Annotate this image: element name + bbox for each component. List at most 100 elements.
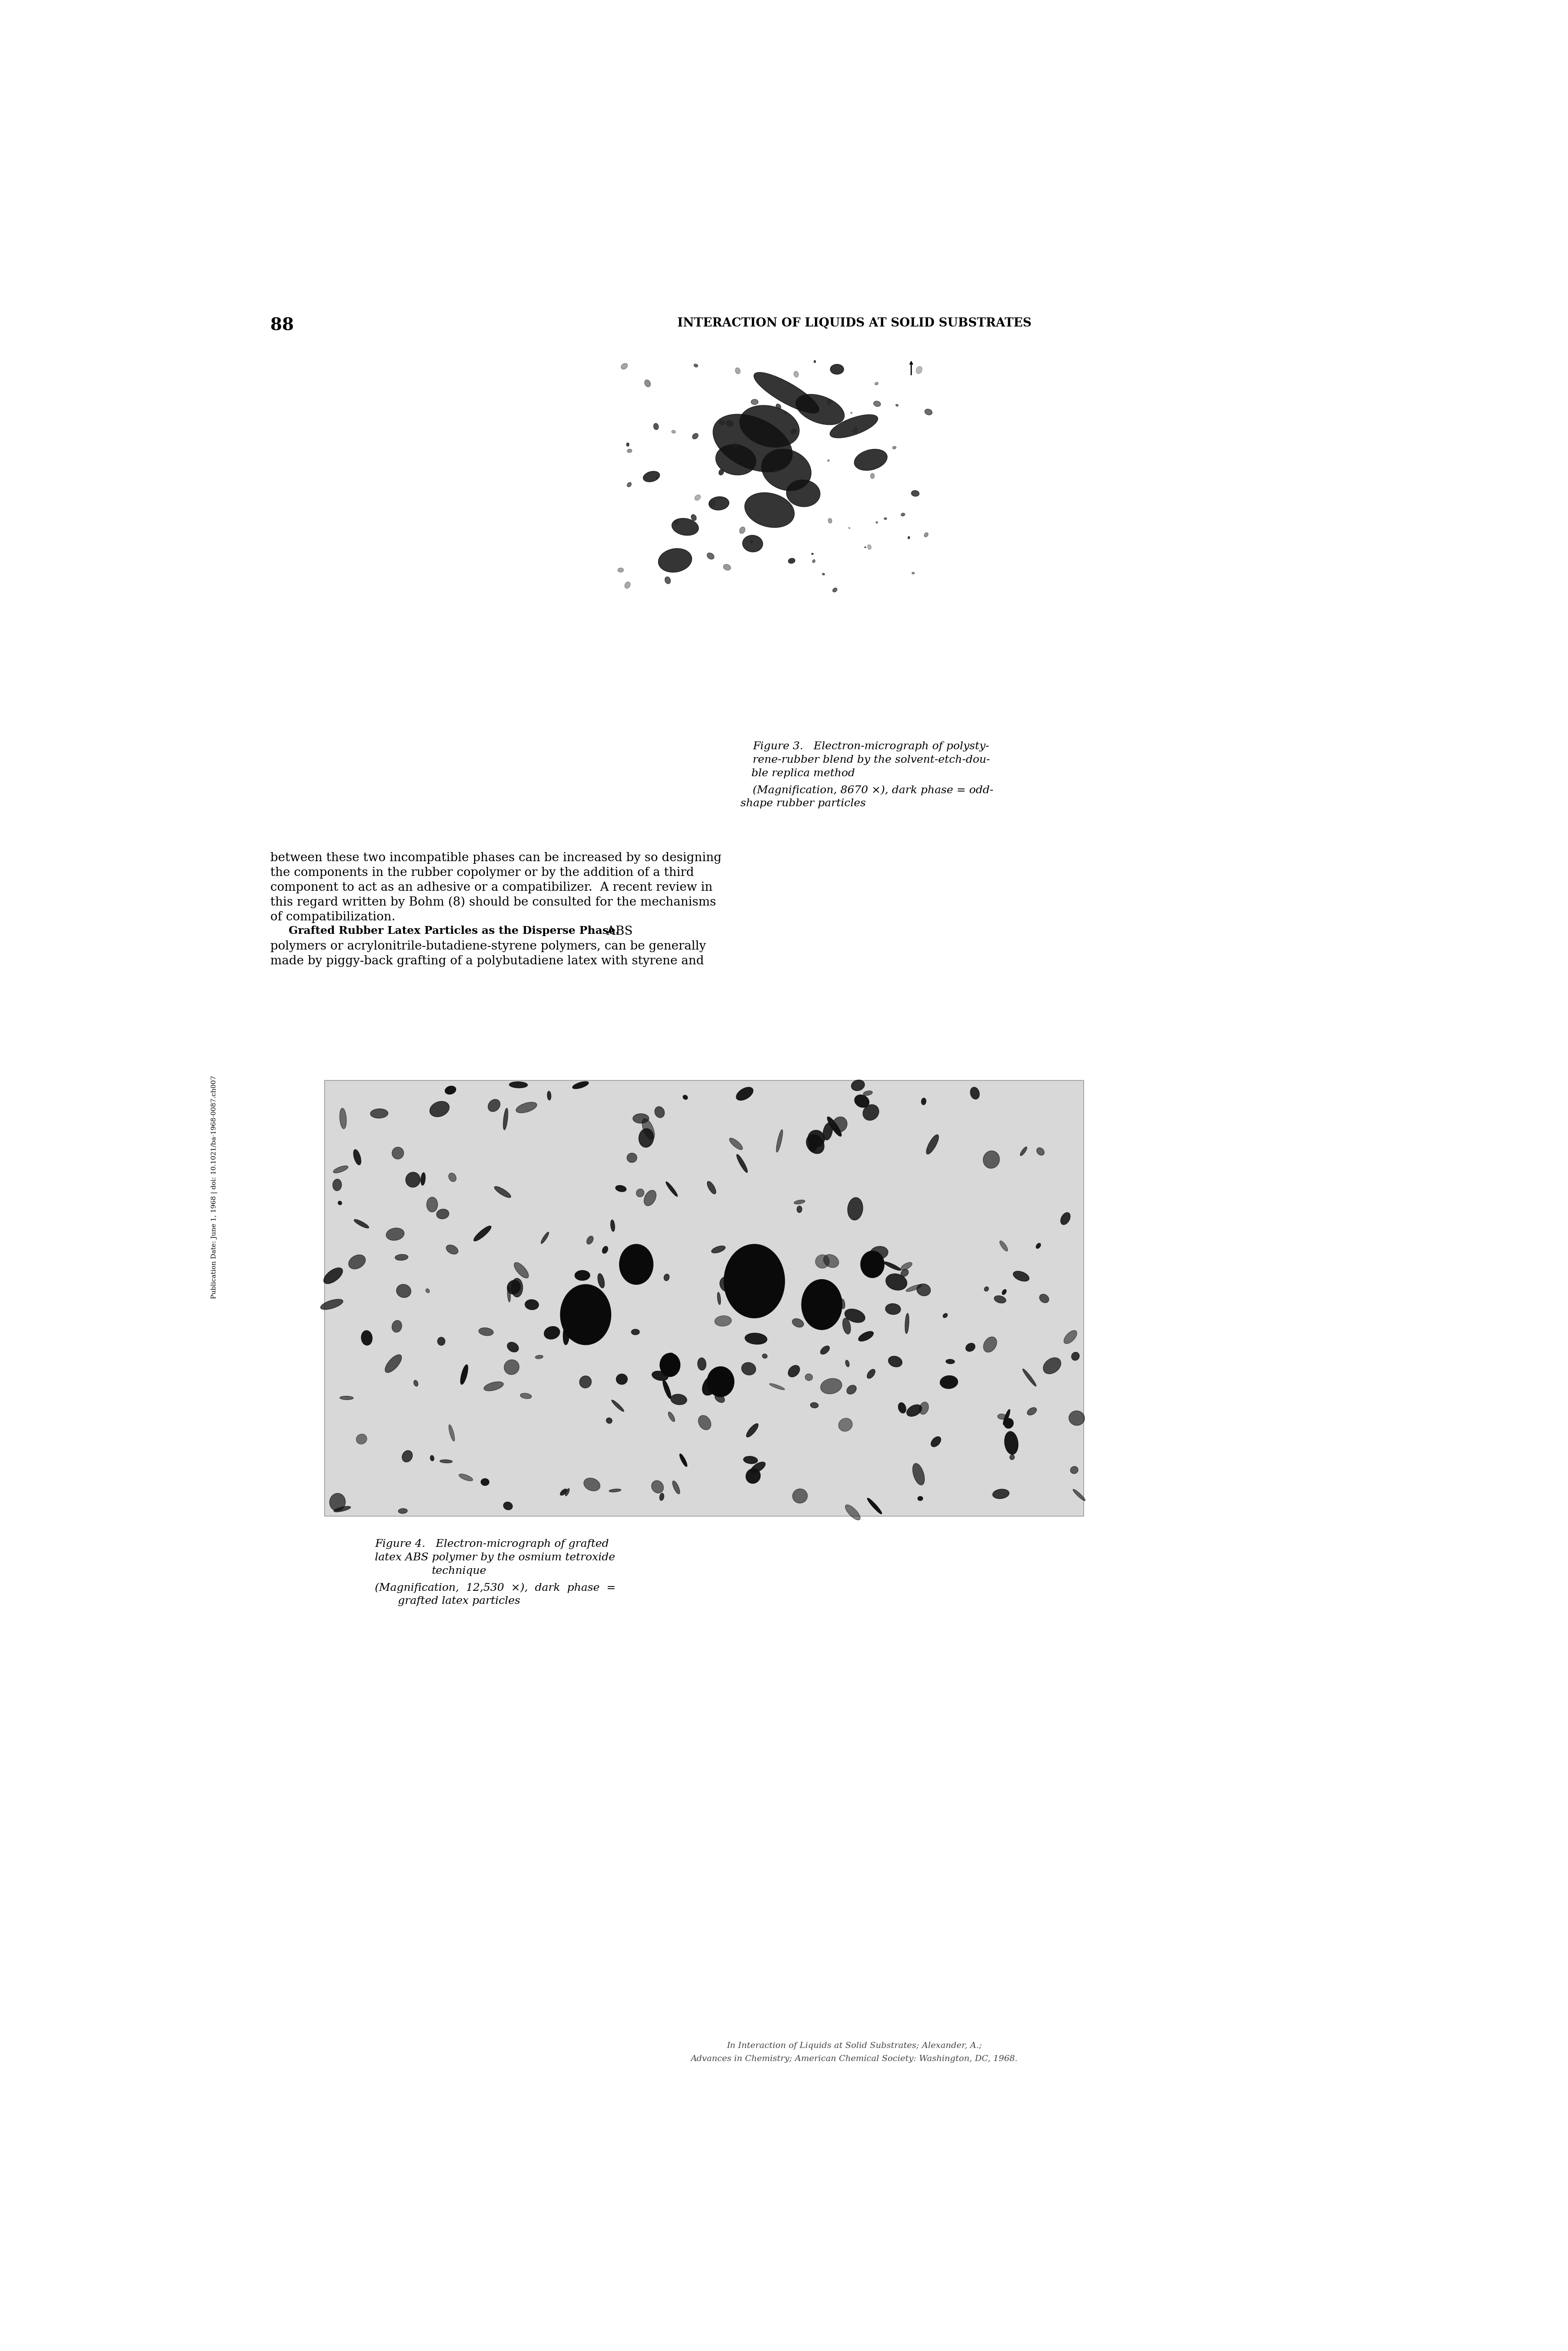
Ellipse shape	[906, 1404, 922, 1415]
Ellipse shape	[724, 1244, 784, 1319]
Ellipse shape	[922, 1098, 927, 1105]
Ellipse shape	[797, 1206, 801, 1213]
Ellipse shape	[638, 1128, 654, 1147]
Ellipse shape	[481, 1479, 489, 1486]
Ellipse shape	[644, 1190, 655, 1206]
Ellipse shape	[660, 1493, 663, 1500]
Text: (Magnification,  12,530  ×),  dark  phase  =: (Magnification, 12,530 ×), dark phase =	[375, 1582, 616, 1594]
Ellipse shape	[506, 1281, 521, 1293]
Ellipse shape	[1004, 1418, 1013, 1429]
Ellipse shape	[916, 367, 922, 374]
Ellipse shape	[1010, 1455, 1014, 1460]
Ellipse shape	[743, 536, 762, 552]
Ellipse shape	[426, 1197, 437, 1213]
Ellipse shape	[392, 1147, 403, 1159]
Ellipse shape	[847, 1385, 856, 1394]
Ellipse shape	[597, 1274, 604, 1288]
Ellipse shape	[734, 442, 737, 449]
Ellipse shape	[924, 534, 928, 536]
Ellipse shape	[931, 1436, 941, 1446]
Ellipse shape	[580, 1375, 591, 1387]
Ellipse shape	[811, 1404, 818, 1408]
Ellipse shape	[707, 1366, 734, 1396]
Ellipse shape	[718, 470, 724, 475]
Ellipse shape	[873, 402, 881, 407]
Ellipse shape	[627, 482, 632, 487]
Text: ble replica method: ble replica method	[751, 769, 855, 778]
Ellipse shape	[563, 1324, 569, 1345]
Ellipse shape	[392, 1321, 401, 1333]
Ellipse shape	[485, 1382, 503, 1392]
Ellipse shape	[770, 1382, 784, 1389]
Ellipse shape	[864, 1091, 872, 1096]
Ellipse shape	[829, 364, 844, 374]
Ellipse shape	[560, 1284, 612, 1345]
Ellipse shape	[334, 1507, 351, 1512]
Ellipse shape	[663, 1274, 670, 1281]
Ellipse shape	[709, 496, 729, 510]
Ellipse shape	[1000, 1241, 1008, 1251]
Ellipse shape	[461, 1364, 467, 1385]
Ellipse shape	[1021, 1147, 1027, 1157]
Ellipse shape	[633, 1114, 649, 1124]
Ellipse shape	[902, 1270, 908, 1277]
Text: the components in the rubber copolymer or by the addition of a third: the components in the rubber copolymer o…	[270, 868, 695, 879]
Text: grafted latex particles: grafted latex particles	[398, 1596, 521, 1606]
Ellipse shape	[709, 501, 715, 508]
Ellipse shape	[632, 1328, 640, 1335]
Ellipse shape	[386, 1227, 405, 1241]
Ellipse shape	[1036, 1244, 1041, 1248]
Ellipse shape	[671, 517, 699, 536]
Text: technique: technique	[431, 1566, 486, 1575]
Ellipse shape	[713, 414, 792, 473]
Ellipse shape	[643, 470, 660, 482]
Text: component to act as an adhesive or a compatibilizer.  A recent review in: component to act as an adhesive or a com…	[270, 882, 712, 893]
Ellipse shape	[1071, 1467, 1079, 1474]
Ellipse shape	[437, 1338, 445, 1345]
Ellipse shape	[775, 470, 778, 473]
Ellipse shape	[845, 1505, 861, 1521]
Ellipse shape	[740, 404, 800, 447]
Ellipse shape	[1005, 1432, 1018, 1455]
Ellipse shape	[735, 367, 740, 374]
Text: polymers or acrylonitrile-butadiene-styrene polymers, can be generally: polymers or acrylonitrile-butadiene-styr…	[270, 940, 706, 952]
Ellipse shape	[329, 1493, 345, 1512]
Ellipse shape	[743, 1293, 748, 1302]
Ellipse shape	[809, 1136, 818, 1152]
Ellipse shape	[511, 1279, 522, 1298]
Text: Figure 4.   Electron-micrograph of grafted: Figure 4. Electron-micrograph of grafted	[375, 1540, 608, 1549]
Ellipse shape	[339, 1201, 342, 1204]
Ellipse shape	[792, 1488, 808, 1502]
Ellipse shape	[742, 1364, 756, 1375]
Ellipse shape	[340, 1107, 347, 1128]
Ellipse shape	[505, 1359, 519, 1375]
Ellipse shape	[842, 1319, 850, 1333]
Ellipse shape	[1069, 1411, 1085, 1425]
Ellipse shape	[820, 1378, 842, 1394]
Ellipse shape	[840, 1300, 845, 1310]
Ellipse shape	[652, 1481, 663, 1493]
Ellipse shape	[395, 1255, 408, 1260]
Ellipse shape	[902, 513, 905, 517]
Ellipse shape	[654, 423, 659, 430]
Ellipse shape	[618, 569, 624, 571]
Ellipse shape	[691, 515, 696, 520]
Ellipse shape	[823, 1255, 839, 1267]
Ellipse shape	[712, 1246, 726, 1253]
Text: between these two incompatible phases can be increased by so designing: between these two incompatible phases ca…	[270, 851, 721, 863]
Ellipse shape	[815, 1255, 829, 1267]
Ellipse shape	[356, 1434, 367, 1444]
Ellipse shape	[602, 1246, 608, 1253]
Ellipse shape	[790, 430, 797, 435]
Ellipse shape	[323, 1267, 343, 1284]
Ellipse shape	[829, 414, 878, 437]
Text: ABS: ABS	[599, 926, 633, 938]
Ellipse shape	[833, 588, 837, 592]
Ellipse shape	[997, 1413, 1007, 1420]
Ellipse shape	[698, 1415, 710, 1429]
Ellipse shape	[793, 1199, 804, 1204]
Ellipse shape	[693, 433, 698, 440]
Ellipse shape	[459, 1474, 474, 1481]
Ellipse shape	[867, 1368, 875, 1378]
Ellipse shape	[886, 1302, 900, 1314]
